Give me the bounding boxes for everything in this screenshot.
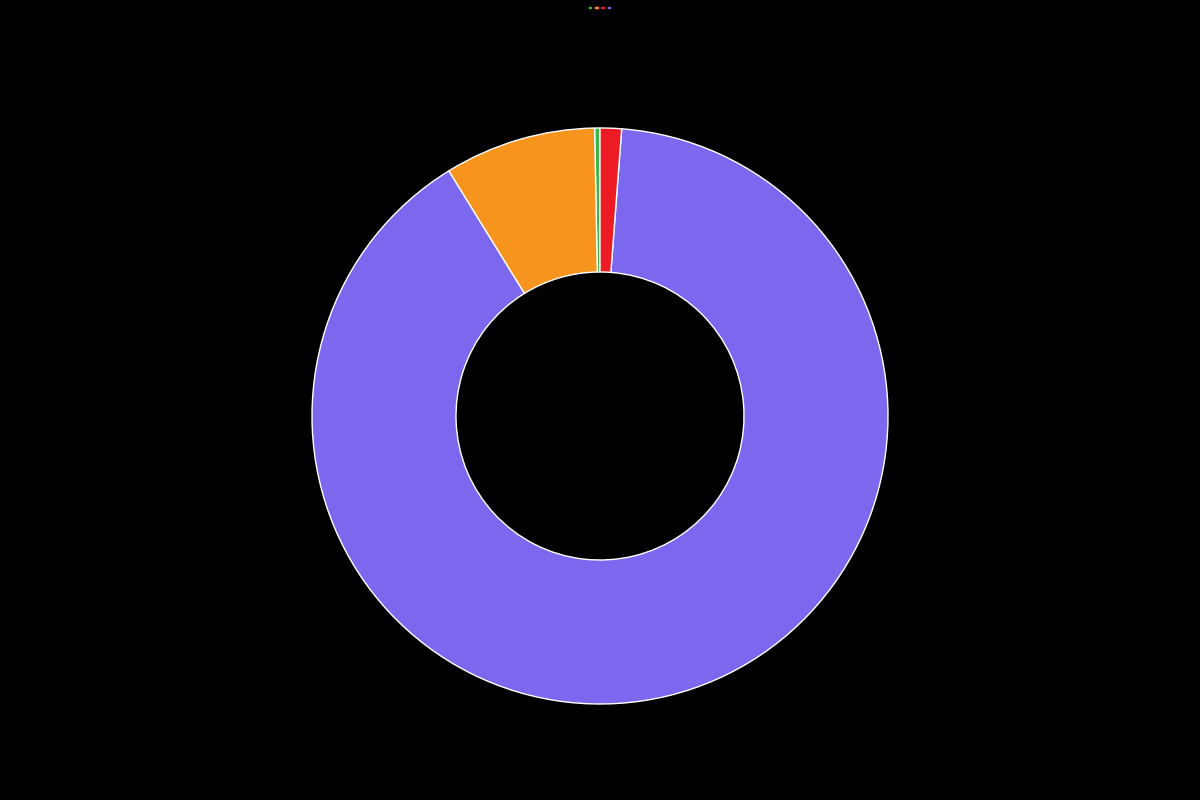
Wedge shape: [312, 129, 888, 704]
Wedge shape: [449, 128, 598, 294]
Wedge shape: [600, 128, 622, 273]
Legend: , , , : , , ,: [588, 6, 612, 8]
Wedge shape: [594, 128, 600, 272]
